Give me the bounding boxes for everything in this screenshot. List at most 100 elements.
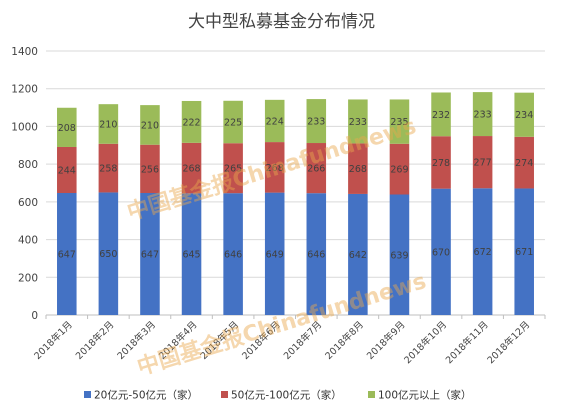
data-label: 233 [307, 117, 325, 128]
legend-swatch [221, 391, 228, 398]
data-label: 268 [182, 164, 200, 175]
bar-segment [98, 192, 119, 315]
x-tick-label: 2018年12月 [485, 319, 533, 367]
bar-segment [57, 192, 77, 315]
legend-item: 100亿元以上（家） [368, 389, 472, 402]
data-label: 256 [141, 164, 159, 175]
data-label: 647 [58, 249, 76, 260]
bar-segment [389, 194, 410, 315]
data-label: 278 [432, 158, 450, 169]
bar-segment [264, 99, 285, 143]
legend-item: 20亿元-50亿元（家） [84, 389, 198, 402]
bar-segment [348, 193, 368, 315]
bar-segment [181, 193, 202, 315]
data-label: 233 [349, 117, 367, 128]
x-tick-label: 2018年10月 [402, 319, 450, 367]
data-label: 235 [390, 117, 408, 128]
y-tick-label: 600 [18, 197, 38, 209]
chart-title: 大中型私募基金分布情况 [188, 12, 375, 32]
bar-segment [140, 105, 160, 145]
y-tick-label: 400 [18, 235, 38, 247]
bar-segment [472, 136, 493, 189]
data-label: 244 [58, 165, 76, 176]
data-label: 639 [390, 250, 408, 261]
x-tick-label: 2018年11月 [443, 319, 491, 367]
data-label: 647 [141, 249, 159, 260]
data-label: 642 [349, 250, 367, 261]
y-tick-label: 200 [18, 272, 38, 284]
bar-segment [306, 99, 327, 144]
bar-segment [181, 100, 202, 143]
data-label: 208 [58, 123, 76, 134]
y-tick-label: 1200 [11, 84, 38, 96]
data-label: 650 [99, 249, 117, 260]
data-label: 268 [349, 164, 367, 175]
bar-segment [140, 192, 160, 315]
data-label: 224 [266, 116, 284, 127]
x-tick-label: 2018年9月 [364, 319, 407, 362]
data-label: 265 [224, 164, 242, 175]
data-label: 670 [432, 247, 450, 258]
legend-label: 100亿元以上（家） [378, 389, 472, 402]
bar-segment [431, 136, 451, 189]
data-label: 645 [182, 250, 200, 261]
bar-segment [431, 92, 451, 137]
bar-segment [264, 142, 285, 193]
bar-segment [223, 193, 243, 315]
legend-swatch [368, 391, 375, 398]
bar-segment [57, 146, 77, 193]
data-label: 646 [224, 250, 242, 261]
data-label: 232 [432, 110, 450, 121]
data-label: 672 [474, 247, 492, 258]
bar-segment [181, 142, 202, 194]
bar-segment [264, 192, 285, 315]
bar-segment [306, 193, 327, 315]
bar-layer [57, 92, 534, 315]
bar-segment [472, 92, 493, 137]
data-label: 646 [307, 250, 325, 261]
bar-segment [348, 99, 368, 144]
data-label-layer: 647 244 208 650 258 210 647 256 210 645 268 222 646 2… [58, 110, 534, 262]
bar-segment [514, 92, 534, 137]
bar-segment [223, 143, 243, 194]
y-tick-label: 0 [31, 310, 38, 322]
data-label: 222 [182, 117, 200, 128]
data-label: 225 [224, 117, 242, 128]
data-label: 649 [266, 249, 284, 260]
data-label: 210 [99, 119, 117, 130]
bar-segment [514, 188, 534, 315]
bar-segment [306, 143, 327, 194]
data-label: 274 [515, 158, 533, 169]
legend: 20亿元-50亿元（家） 50亿元-100亿元（家） 100亿元以上（家） [84, 389, 472, 402]
data-label: 234 [515, 110, 533, 121]
y-tick-label: 800 [18, 159, 38, 171]
bar-segment [431, 188, 451, 315]
data-label: 671 [515, 247, 533, 258]
legend-label: 50亿元-100亿元（家） [231, 389, 342, 402]
data-label: 268 [266, 163, 284, 174]
bar-segment [140, 144, 160, 193]
y-tick-label: 1400 [11, 46, 38, 58]
y-axis-ticks: 0 200 400 600 800 1000 1200 1400 [11, 46, 38, 322]
grid-layer [46, 50, 545, 316]
x-tick-label: 2018年2月 [73, 319, 116, 362]
x-tick-label: 2018年8月 [323, 319, 366, 362]
bar-segment [98, 143, 119, 193]
bar-segment [389, 143, 410, 195]
bar-segment [98, 104, 119, 144]
bar-segment [472, 188, 493, 315]
x-tick-label: 2018年1月 [32, 319, 75, 362]
legend-label: 20亿元-50亿元（家） [94, 389, 198, 402]
legend-item: 50亿元-100亿元（家） [221, 389, 342, 402]
bar-segment [57, 107, 77, 147]
data-label: 277 [474, 158, 492, 169]
bar-segment [389, 99, 410, 144]
legend-swatch [84, 391, 91, 398]
bar-segment [514, 136, 534, 189]
data-label: 269 [390, 165, 408, 176]
data-label: 210 [141, 120, 159, 131]
data-label: 258 [99, 164, 117, 175]
data-label: 233 [474, 110, 492, 121]
